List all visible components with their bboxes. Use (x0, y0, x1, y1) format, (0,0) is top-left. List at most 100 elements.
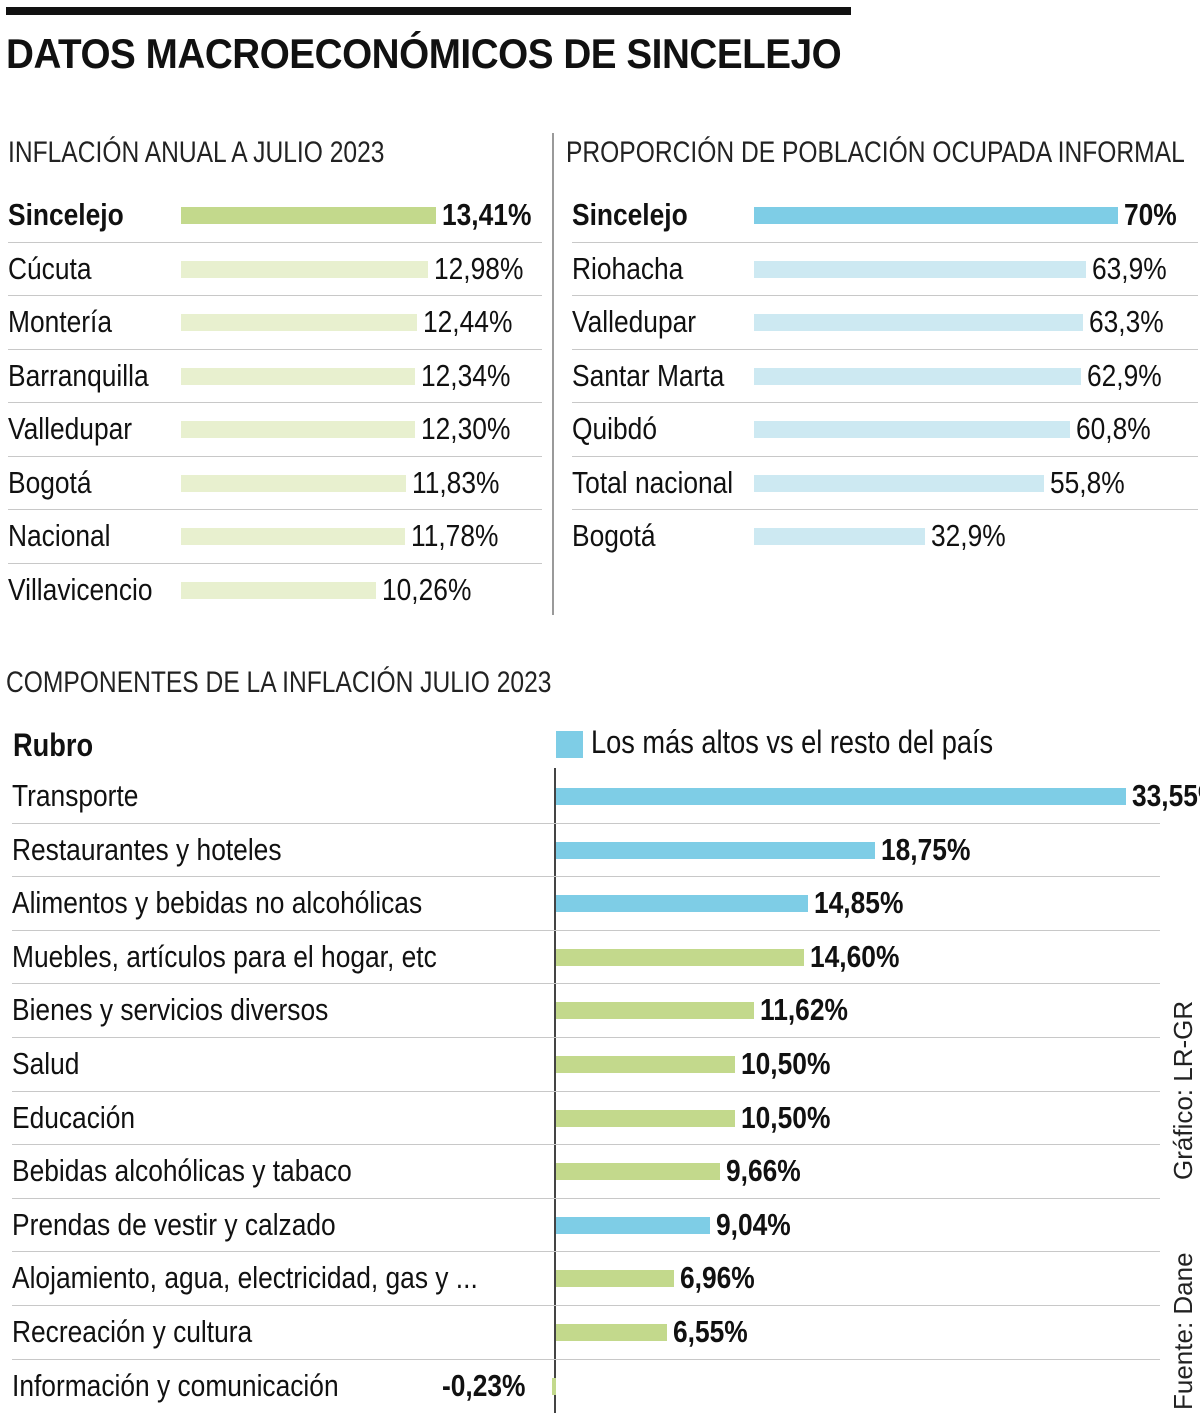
value-label: 14,60% (810, 938, 900, 974)
value-label: 14,85% (814, 885, 904, 921)
value-label: 70% (1124, 197, 1177, 232)
chart-row: Cúcuta 12,98% (8, 243, 542, 296)
row-divider (12, 876, 1160, 878)
category-label: Cúcuta (8, 250, 92, 286)
row-divider (572, 241, 1198, 243)
bar (181, 581, 376, 599)
bar (754, 314, 1084, 331)
zero-axis (554, 768, 556, 1413)
bar (181, 528, 405, 545)
row-divider (12, 1090, 1160, 1092)
legend-swatch (556, 731, 583, 758)
value-label: 9,04% (715, 1206, 791, 1242)
graphic-credit: Gráfico: LR-GR (1168, 1000, 1198, 1180)
category-label: Bogotá (572, 518, 656, 553)
bar (754, 474, 1045, 492)
row-divider (12, 1304, 1160, 1306)
row-divider (12, 1036, 1160, 1038)
chart-row: Nacional 11,78% (8, 510, 542, 564)
row-divider (12, 822, 1160, 824)
category-label: Villavicencio (8, 571, 153, 607)
chart-row: Quibdó 60,8% (572, 403, 1198, 457)
value-label: 10,50% (740, 1099, 830, 1135)
bar (556, 1002, 754, 1020)
row-divider (572, 348, 1198, 350)
value-label: 18,75% (880, 831, 971, 867)
value-label: 6,96% (680, 1260, 756, 1296)
bar (181, 367, 416, 385)
bar (556, 841, 875, 859)
chart-row: Santar Marta 62,9% (572, 350, 1198, 403)
chart-row: Riohacha 63,9% (572, 243, 1198, 296)
category-label: Nacional (8, 518, 111, 553)
row-divider (12, 1358, 1160, 1360)
page-title: DATOS MACROECONÓMICOS DE SINCELEJO (6, 30, 842, 77)
bar (754, 421, 1071, 438)
category-label: Prendas de vestir y calzado (12, 1206, 336, 1242)
category-label: Bienes y servicios diversos (12, 992, 329, 1028)
row-divider (572, 455, 1198, 457)
row-divider (572, 402, 1198, 403)
chart-row: Bogotá 11,83% (8, 457, 542, 510)
source-credit: Fuente: Dane (1168, 1252, 1198, 1410)
value-label: 60,8% (1076, 411, 1151, 446)
chart-row: Transporte 33,55% (12, 770, 1200, 824)
bar (181, 474, 406, 492)
bar (556, 788, 1127, 805)
row-divider (8, 455, 542, 457)
bar (754, 367, 1082, 385)
row-divider (12, 1197, 1160, 1199)
row-divider (8, 348, 542, 350)
row-divider (12, 1144, 1160, 1146)
value-label: 9,66% (726, 1153, 801, 1189)
bar (556, 1163, 721, 1181)
value-label: 10,26% (381, 571, 472, 607)
top-rule (6, 7, 851, 15)
category-label: Alojamiento, agua, electricidad, gas y .… (12, 1260, 478, 1296)
row-divider (8, 509, 542, 510)
category-label: Restaurantes y hoteles (12, 831, 282, 867)
bar (556, 1270, 675, 1288)
row-divider (572, 509, 1198, 510)
bar (754, 207, 1118, 224)
chart-row: Educación 10,50% (12, 1092, 1160, 1146)
category-label: Riohacha (572, 250, 684, 286)
category-label: Recreación y cultura (12, 1314, 253, 1349)
bar (556, 1324, 668, 1341)
value-label: -0,23% (442, 1367, 526, 1403)
chart-row: Bebidas alcohólicas y tabaco 9,66% (12, 1145, 1160, 1199)
chart-row: Muebles, artículos para el hogar, etc 14,… (12, 931, 1160, 985)
chart-row: Restaurantes y hoteles 18,75% (12, 824, 1160, 878)
value-label: 12,30% (420, 411, 511, 446)
bar (181, 207, 436, 224)
chart-row: Información y comunicación -0,23% (12, 1360, 1160, 1414)
value-label: 63,3% (1089, 304, 1164, 339)
category-label: Valledupar (8, 411, 133, 446)
bar (181, 421, 415, 438)
category-label: Valledupar (572, 304, 697, 339)
category-label: Montería (8, 304, 112, 339)
chart-row: Valledupar 63,3% (572, 296, 1198, 350)
value-label: 10,50% (740, 1046, 830, 1081)
rubro-header: Rubro (13, 727, 94, 763)
value-label: 12,98% (433, 250, 523, 286)
category-label: Salud (12, 1046, 80, 1081)
row-divider (12, 1251, 1160, 1253)
row-divider (8, 562, 542, 564)
legend-label: Los más altos vs el resto del país (591, 724, 994, 760)
category-label: Santar Marta (572, 357, 725, 393)
row-divider (8, 241, 542, 243)
category-label: Bebidas alcohólicas y tabaco (12, 1153, 352, 1189)
category-label: Total nacional (572, 464, 734, 500)
chart-row: Valledupar 12,30% (8, 403, 542, 457)
category-label: Barranquilla (8, 357, 149, 393)
category-label: Quibdó (572, 411, 657, 446)
bar (556, 895, 809, 913)
value-label: 13,41% (441, 197, 532, 232)
chart-row: Bogotá 32,9% (572, 510, 1198, 564)
value-label: 12,44% (423, 304, 513, 339)
row-divider (8, 402, 542, 403)
components-chart-title: COMPONENTES DE LA INFLACIÓN JULIO 2023 (6, 666, 552, 699)
chart-row: Total nacional 55,8% (572, 457, 1198, 510)
chart-row: Alimentos y bebidas no alcohólicas 14,85% (12, 877, 1160, 931)
